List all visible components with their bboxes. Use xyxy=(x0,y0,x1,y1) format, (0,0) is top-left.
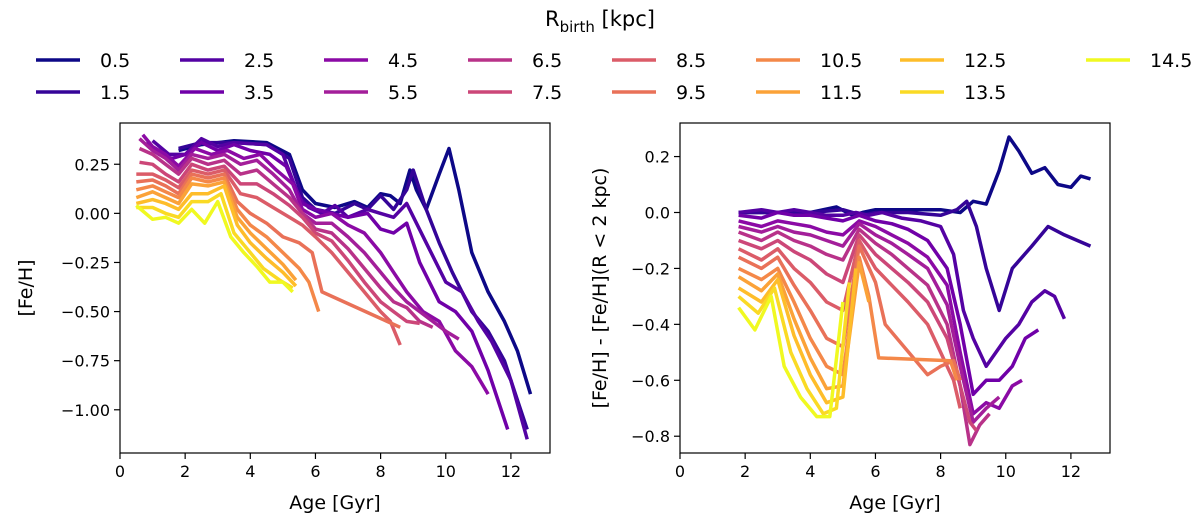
x-tick-label: 0 xyxy=(115,462,125,481)
legend: Rbirth [kpc] 0.5 1.5 2.5 3.5 4.5 5.5 6.5 7.5 8.5… xyxy=(36,7,1192,104)
y-tick-label: −0.6 xyxy=(631,371,670,390)
x-tick-label: 8 xyxy=(376,462,386,481)
x-axis-label: Age [Gyr] xyxy=(849,492,940,514)
x-tick-label: 4 xyxy=(805,462,815,481)
y-tick-label: −0.50 xyxy=(61,303,110,322)
legend-title-subscript: birth xyxy=(560,18,595,36)
y-tick-label: −0.4 xyxy=(631,315,670,334)
legend-entry-11.5: 11.5 xyxy=(756,82,862,104)
legend-label: 7.5 xyxy=(532,82,562,104)
series-line-12.5 xyxy=(135,184,298,288)
legend-label: 10.5 xyxy=(820,50,862,72)
legend-label: 13.5 xyxy=(964,82,1006,104)
legend-label: 12.5 xyxy=(964,50,1006,72)
series-line-1.5 xyxy=(738,199,1092,313)
x-tick-label: 2 xyxy=(740,462,750,481)
y-tick-label: 0.25 xyxy=(74,155,110,174)
series-line-0.5 xyxy=(178,138,533,395)
series-line-13.5 xyxy=(136,191,294,290)
series-line-13.5 xyxy=(737,282,852,416)
x-tick-label: 12 xyxy=(1061,462,1081,481)
y-tick-label: −0.75 xyxy=(61,352,110,371)
legend-entry-2.5: 2.5 xyxy=(180,50,274,72)
legend-entry-7.5: 7.5 xyxy=(468,82,562,104)
legend-entry-1.5: 1.5 xyxy=(36,82,130,104)
legend-title-main: R xyxy=(545,7,560,31)
series-line-3.5 xyxy=(144,140,510,430)
x-tick-label: 2 xyxy=(180,462,190,481)
x-tick-label: 6 xyxy=(310,462,320,481)
series-line-6.5 xyxy=(138,146,434,329)
y-tick-label: −1.00 xyxy=(61,401,110,420)
left-panel: 0 2 4 6 8 10 12 0.25 0.00 −0.25 −0.50 −0.75 −1.00 Age… xyxy=(15,122,551,514)
legend-entry-9.5: 9.5 xyxy=(612,82,706,104)
right-plot-frame xyxy=(679,122,1111,454)
legend-label: 1.5 xyxy=(100,82,130,104)
legend-label: 11.5 xyxy=(820,82,862,104)
y-tick-label: −0.25 xyxy=(61,253,110,272)
x-tick-label: 10 xyxy=(996,462,1016,481)
legend-entry-3.5: 3.5 xyxy=(180,82,274,104)
legend-entry-0.5: 0.5 xyxy=(36,50,130,72)
series-line-14.5 xyxy=(135,199,294,294)
x-tick-label: 4 xyxy=(245,462,255,481)
legend-label: 2.5 xyxy=(244,50,274,72)
series-line-9.5 xyxy=(136,172,401,329)
series-line-14.5 xyxy=(737,294,845,419)
series-line-12.5 xyxy=(737,268,858,405)
series-line-8.5 xyxy=(737,238,962,409)
left-series-group xyxy=(135,133,533,440)
left-plot-frame xyxy=(119,122,551,454)
series-line-4.5 xyxy=(738,219,1023,416)
y-tick-label: 0.00 xyxy=(74,204,110,223)
x-tick-label: 8 xyxy=(936,462,946,481)
series-line-9.5 xyxy=(737,244,962,381)
legend-label: 9.5 xyxy=(676,82,706,104)
series-line-2.5 xyxy=(738,207,1067,369)
series-line-10.5 xyxy=(135,176,321,313)
series-line-7.5 xyxy=(139,160,420,326)
legend-label: 6.5 xyxy=(532,50,562,72)
y-tick-label: −0.2 xyxy=(631,259,670,278)
y-tick-label: −0.8 xyxy=(631,427,670,446)
series-line-6.5 xyxy=(737,227,991,447)
y-axis-label: [Fe/H] xyxy=(15,259,37,316)
legend-label: 5.5 xyxy=(388,82,418,104)
series-line-5.5 xyxy=(738,221,1001,424)
y-axis-label: [Fe/H] - [Fe/H](R < 2 kpc) xyxy=(589,168,611,409)
legend-label: 8.5 xyxy=(676,50,706,72)
legend-entry-10.5: 10.5 xyxy=(756,50,862,72)
series-line-0.5 xyxy=(738,135,1091,218)
legend-entry-6.5: 6.5 xyxy=(468,50,562,72)
legend-entry-5.5: 5.5 xyxy=(324,82,418,104)
x-tick-label: 0 xyxy=(675,462,685,481)
series-line-4.5 xyxy=(141,133,490,395)
legend-label: 14.5 xyxy=(1150,50,1192,72)
legend-title-suffix: [kpc] xyxy=(595,7,655,31)
legend-label: 0.5 xyxy=(100,50,130,72)
x-axis-label: Age [Gyr] xyxy=(289,492,380,514)
legend-entry-14.5: 14.5 xyxy=(1086,50,1192,72)
y-tick-label: 0.0 xyxy=(645,203,670,222)
x-tick-label: 12 xyxy=(501,462,521,481)
legend-entries: 0.5 1.5 2.5 3.5 4.5 5.5 6.5 7.5 8.5 9.5 10.5 11.5 12… xyxy=(36,50,1192,104)
y-tick-label: 0.2 xyxy=(645,148,670,167)
right-series-group xyxy=(737,135,1092,447)
x-tick-label: 6 xyxy=(870,462,880,481)
legend-entry-4.5: 4.5 xyxy=(324,50,418,72)
series-line-2.5 xyxy=(151,136,529,440)
legend-label: 3.5 xyxy=(244,82,274,104)
x-tick-label: 10 xyxy=(436,462,456,481)
legend-entry-12.5: 12.5 xyxy=(900,50,1006,72)
series-line-3.5 xyxy=(738,210,1040,397)
legend-entry-13.5: 13.5 xyxy=(900,82,1006,104)
right-panel: 0 2 4 6 8 10 12 0.2 0.0 −0.2 −0.4 −0.6 −0.8 Age [Gyr]… xyxy=(589,122,1111,514)
legend-entry-8.5: 8.5 xyxy=(612,50,706,72)
legend-label: 4.5 xyxy=(388,50,418,72)
series-line-8.5 xyxy=(136,168,402,346)
legend-title: Rbirth [kpc] xyxy=(545,7,655,36)
series-line-11.5 xyxy=(135,180,298,282)
